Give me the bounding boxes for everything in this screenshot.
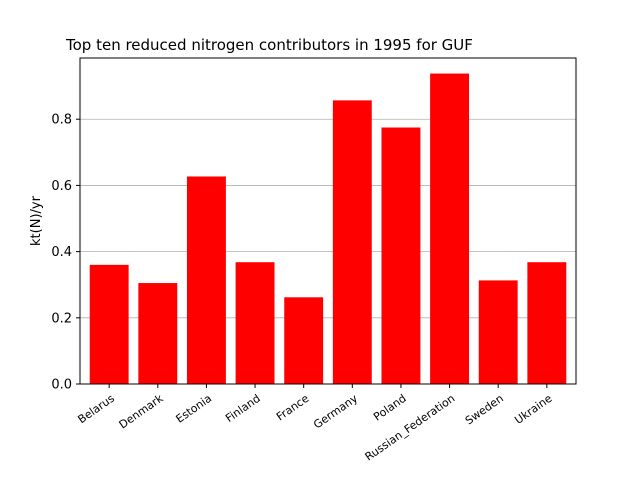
bar-poland [381,127,421,385]
bar-denmark [138,283,178,384]
bar-estonia [186,176,226,384]
y-tick-label-0: 0.0 [51,378,72,393]
bar-ukraine [527,262,567,384]
bar-belarus [89,264,129,384]
y-tick-label-2: 0.4 [51,245,72,260]
bar-france [284,297,324,384]
y-tick-label-3: 0.6 [51,179,72,194]
bar-germany [332,100,372,384]
plot-frame [79,57,577,385]
bar-russian-federation [430,73,470,384]
y-tick-label-4: 0.8 [51,113,72,128]
bars [89,73,567,385]
y-axis-label: kt(N)/yr [29,195,44,246]
y-axis-ticks: 0.0 0.2 0.4 0.6 0.8 [51,113,80,393]
y-tick-label-1: 0.2 [51,311,72,326]
bar-finland [235,262,275,384]
bar-sweden [478,280,518,384]
chart-title: Top ten reduced nitrogen contributors in… [65,36,473,54]
